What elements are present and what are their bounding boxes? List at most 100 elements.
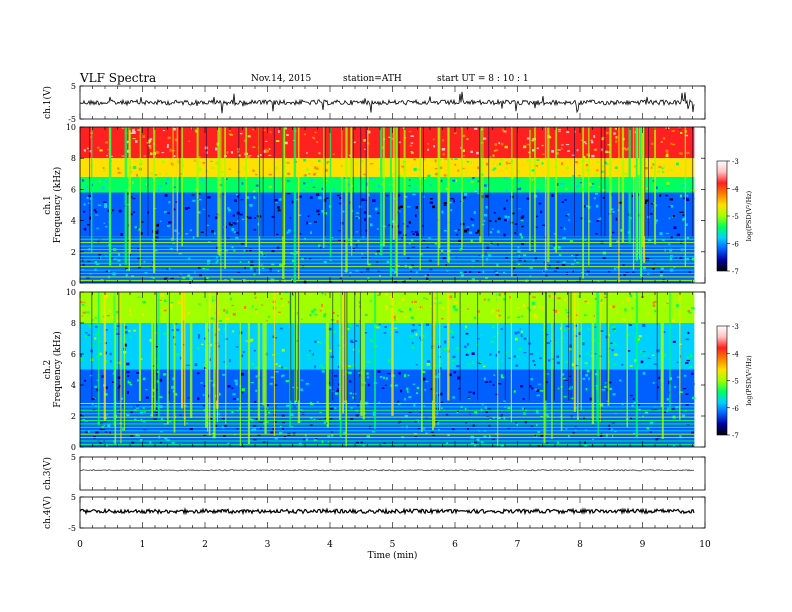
sferic-streak (607, 292, 610, 406)
spectrogram-cell (426, 246, 429, 248)
spectrogram-cell (516, 294, 519, 297)
spectrogram-cell (474, 316, 477, 319)
x-tick-label: 1 (140, 540, 146, 550)
spectrogram-cell (276, 292, 280, 294)
spectrogram-cell (418, 427, 420, 430)
spectrogram-cell (670, 205, 674, 208)
x-tick-label: 8 (577, 540, 583, 550)
spectrogram-cell (176, 328, 180, 331)
spectrogram-cell (419, 336, 421, 339)
dark-gap (118, 292, 120, 401)
spectrogram-cell (556, 261, 560, 264)
spectrogram-cell (458, 323, 461, 326)
spectrogram-cell (485, 371, 488, 373)
spectrogram-cell (512, 139, 516, 142)
narrowband-line (80, 276, 695, 278)
dark-gap (604, 127, 606, 237)
spectrogram-cell (571, 363, 575, 367)
spectrogram-cell (398, 309, 401, 311)
spectrogram-cell (487, 298, 490, 301)
spectrogram-cell (441, 407, 443, 409)
spectrogram-cell (119, 264, 122, 266)
spectrogram-cell (534, 364, 536, 366)
spectrogram-cell (662, 137, 666, 140)
spectrogram-cell (280, 293, 282, 297)
spectrogram-cell (106, 315, 110, 317)
spectrogram-cell (316, 340, 320, 342)
x-tick-label: 0 (77, 540, 83, 550)
spectrogram-cell (367, 383, 370, 387)
sferic-streak (684, 127, 687, 267)
spectrogram-cell (271, 442, 275, 444)
spectrogram-cell (302, 339, 305, 342)
sferic-streak (327, 292, 329, 428)
spectrogram-cell (232, 330, 234, 333)
spectrogram-cell (136, 372, 140, 374)
spectrogram-cell (443, 326, 447, 328)
spectrogram-cell (571, 255, 574, 257)
spectrogram-cell (108, 390, 111, 394)
spectrogram-cell (432, 138, 435, 141)
spectrogram-cell (610, 428, 613, 432)
spectrogram-cell (214, 424, 218, 427)
spectrogram-cell (234, 199, 237, 202)
spectrogram-cell (555, 267, 559, 270)
spectrogram-cell (503, 233, 506, 237)
spectrogram-cell (223, 361, 225, 363)
spectrogram-cell (104, 203, 107, 207)
spectrogram-cell (612, 305, 616, 309)
spectrogram-cell (394, 320, 398, 322)
spectrogram-cell (473, 211, 476, 215)
spectrogram-cell (127, 374, 130, 378)
spectrogram-cell (91, 398, 95, 400)
spectrogram-cell (281, 387, 284, 390)
spectrogram-cell (410, 264, 414, 267)
spectrogram-cell (266, 407, 269, 409)
spectrogram-cell (532, 259, 534, 262)
spectrogram-cell (671, 154, 674, 156)
spectrogram-cell (509, 421, 512, 423)
spectrogram-cell (398, 141, 401, 144)
spectrogram-cell (692, 396, 696, 399)
spectrogram-cell (167, 136, 171, 140)
spectrogram-cell (368, 377, 371, 380)
spectrogram-cell (659, 194, 662, 197)
spectrogram-cell (316, 401, 319, 403)
spectrogram-cell (561, 178, 565, 181)
spectrogram-cell (84, 379, 87, 382)
spectrogram-cell (295, 199, 299, 201)
spectrogram-cell (501, 360, 503, 362)
spectrogram-cell (308, 160, 311, 162)
spectrogram-cell (430, 216, 434, 219)
spectrogram-cell (360, 441, 363, 444)
spectrogram-cell (602, 318, 606, 322)
spectrogram-cell (236, 426, 239, 430)
spectrogram-cell (278, 311, 281, 313)
spectrogram-cell (307, 215, 310, 218)
spectrogram-cell (102, 169, 107, 172)
spectrogram-cell (378, 184, 381, 188)
spectrogram-cell (129, 335, 132, 338)
spectrogram-cell (376, 324, 379, 328)
spectrogram-cell (585, 143, 588, 145)
spectrogram-cell (474, 252, 478, 255)
spectrogram-cell (277, 358, 280, 361)
spectrogram-cell (160, 430, 163, 433)
spectrogram-cell (458, 239, 462, 242)
spectrogram-cell (287, 178, 291, 181)
spectrogram-cell (84, 227, 87, 231)
spectrogram-cell (596, 183, 600, 186)
spectrogram-cell (265, 149, 269, 153)
spectrogram-cell (538, 202, 542, 205)
spectrogram-cell (467, 428, 469, 430)
spectrogram-cell (155, 231, 159, 235)
spectrogram-cell (601, 170, 604, 173)
spectrogram-cell (474, 411, 478, 415)
x-tick-label: 6 (452, 540, 458, 550)
spectrogram-cell (173, 186, 176, 188)
spectrogram-cell (470, 442, 475, 445)
y-tick-label: 8 (71, 154, 76, 163)
spectrogram-cell (117, 319, 120, 322)
sferic-streak (628, 127, 631, 244)
spectrogram-cell (555, 342, 558, 344)
